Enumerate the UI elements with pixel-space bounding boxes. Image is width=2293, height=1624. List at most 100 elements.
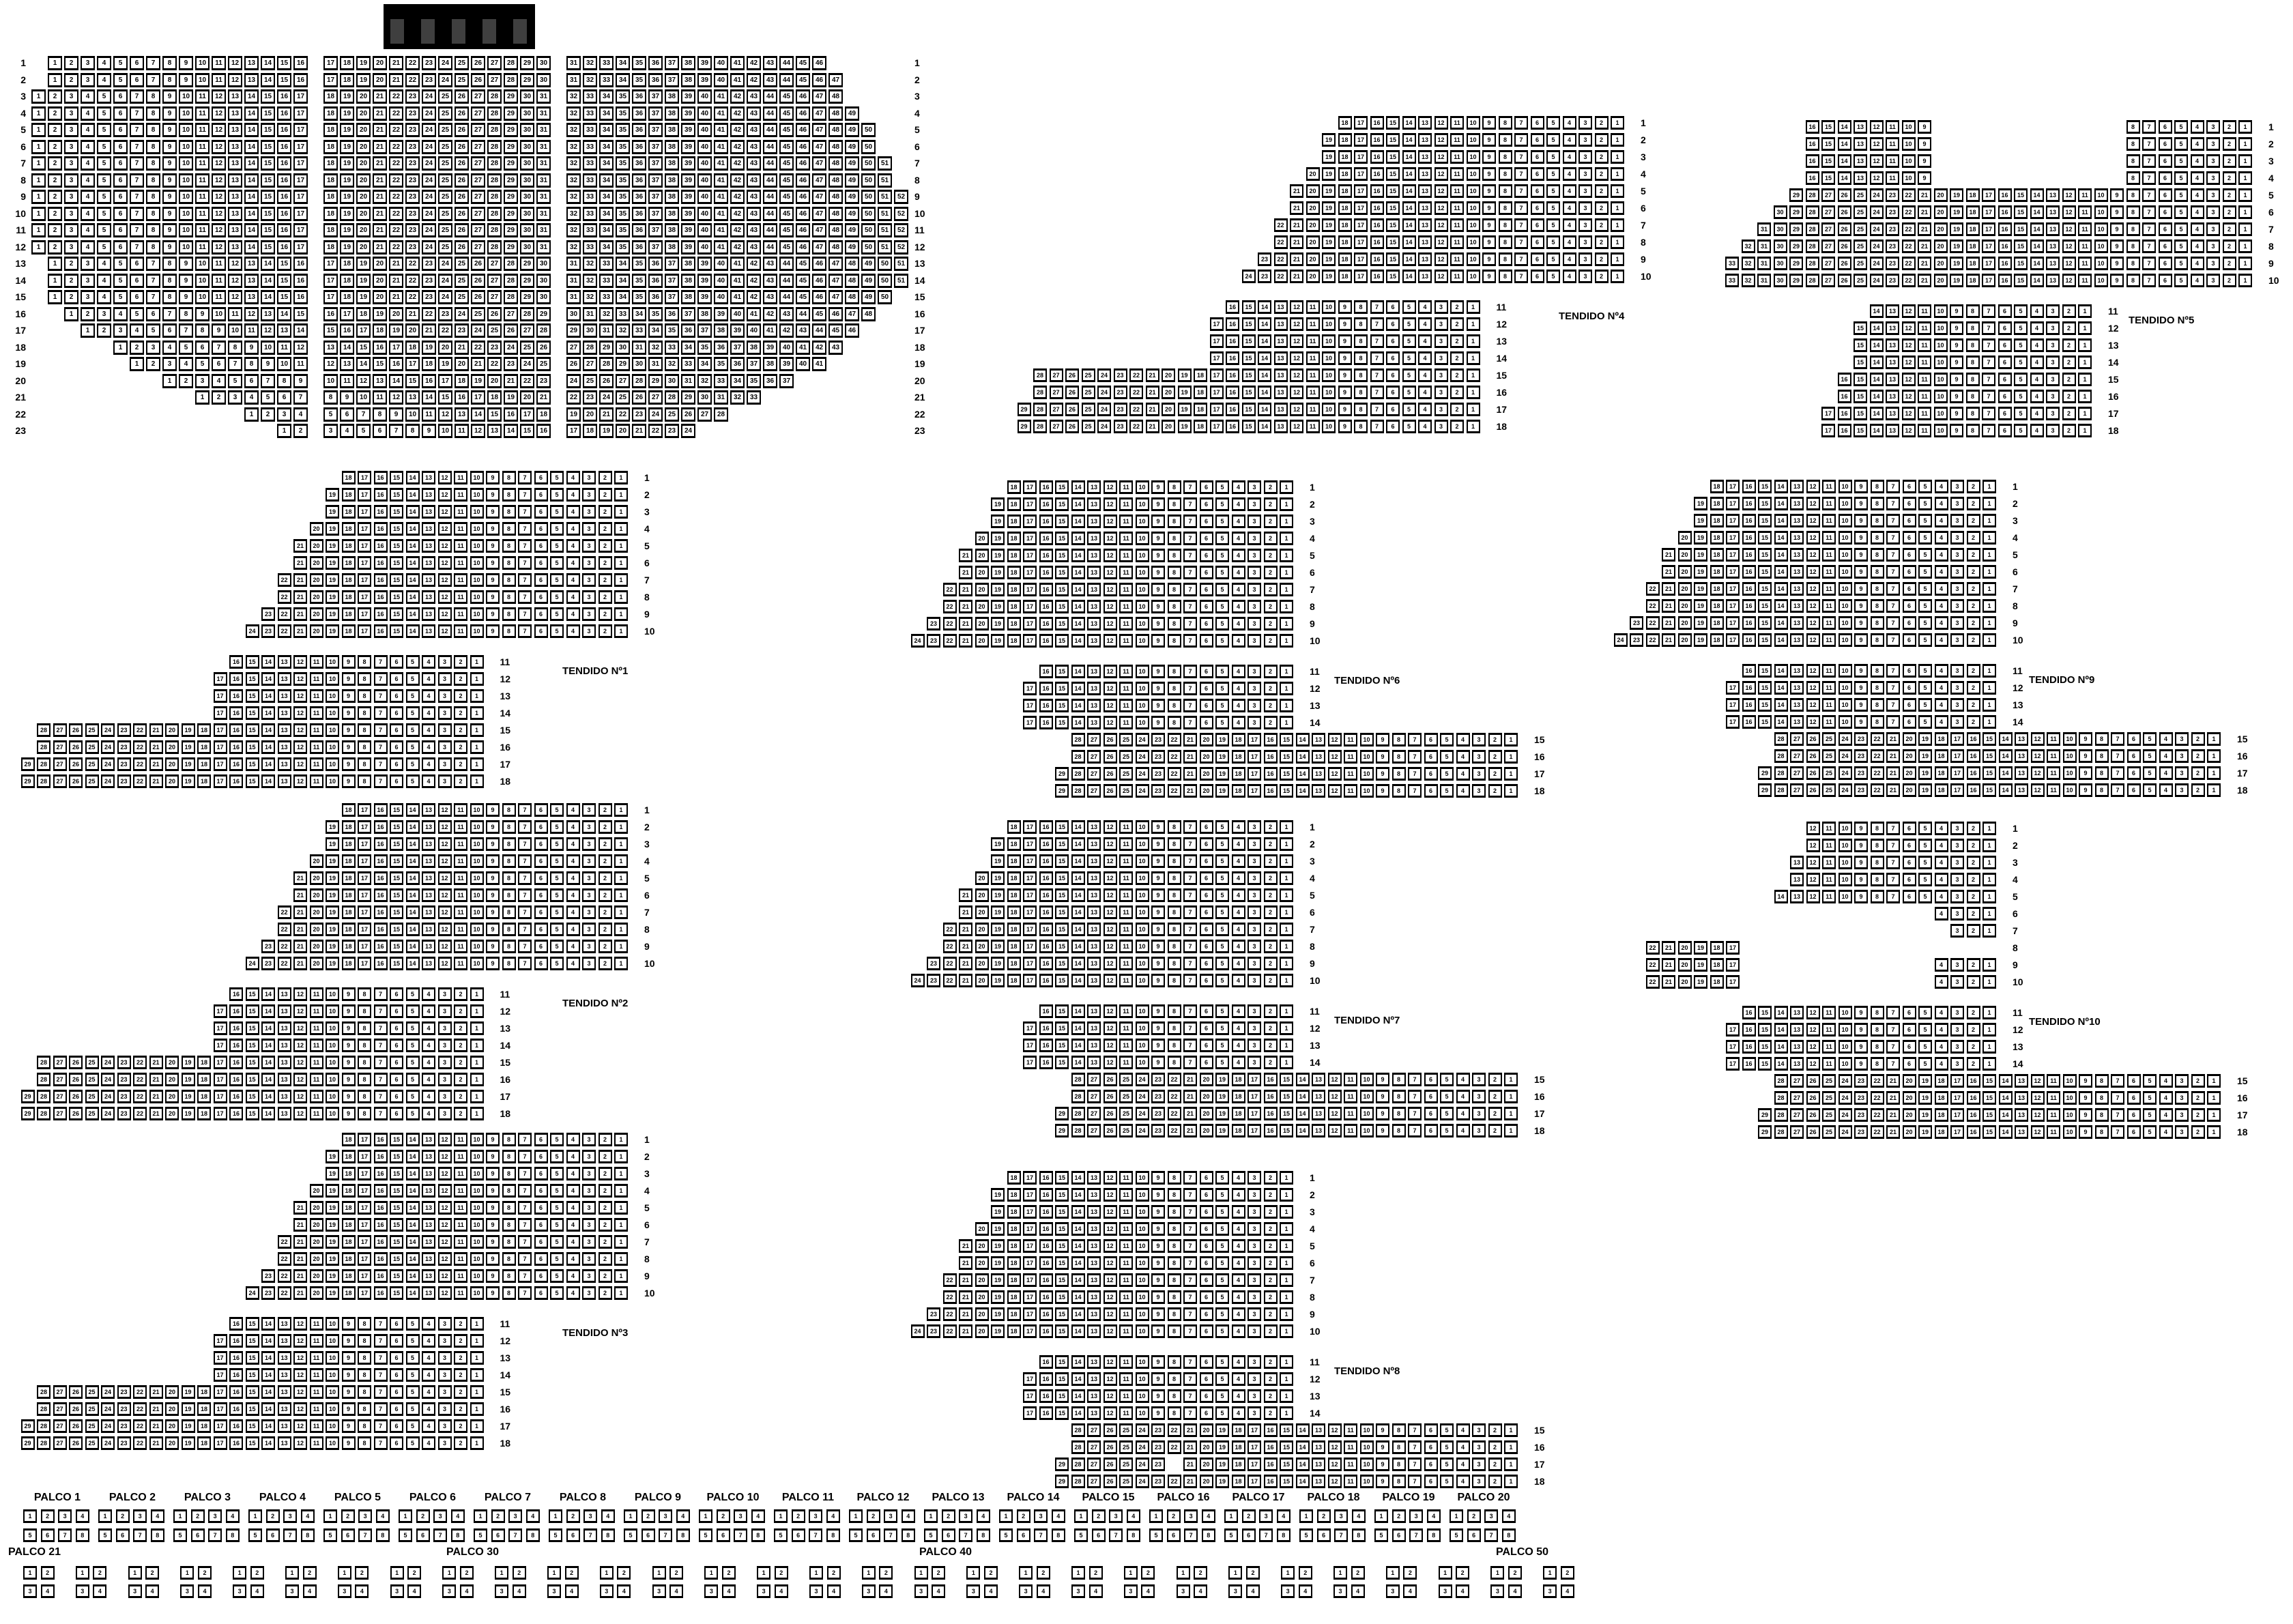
seat[interactable]: 19	[504, 390, 518, 405]
seat[interactable]: 1	[2238, 257, 2252, 270]
seat[interactable]: 28	[1071, 767, 1085, 781]
seat[interactable]: 39	[763, 340, 777, 355]
seat[interactable]: 10	[1933, 338, 1948, 352]
seat[interactable]: 11	[228, 306, 242, 321]
seat[interactable]: 15	[390, 888, 403, 902]
seat[interactable]: 6	[1199, 1188, 1213, 1202]
seat[interactable]: 12	[1103, 1239, 1117, 1253]
seat[interactable]: 17	[213, 1056, 227, 1069]
seat[interactable]: 15	[261, 223, 275, 237]
seat[interactable]: 46	[796, 139, 810, 154]
seat[interactable]: 8	[179, 306, 193, 321]
seat[interactable]: 37	[697, 323, 712, 338]
seat[interactable]: 4	[81, 89, 95, 104]
seat[interactable]: 8	[146, 206, 160, 221]
seat[interactable]: 14	[261, 1317, 275, 1331]
seat[interactable]: 13	[228, 240, 242, 255]
seat[interactable]: 14	[405, 1252, 420, 1266]
seat[interactable]: 17	[358, 1133, 371, 1146]
seat[interactable]: 7	[261, 373, 275, 388]
seat[interactable]: 16	[1998, 222, 2012, 236]
seat[interactable]: 10	[1135, 1056, 1149, 1069]
seat[interactable]: 18	[197, 1090, 211, 1103]
seat[interactable]: 15	[1055, 634, 1069, 648]
seat[interactable]: 2	[1263, 1205, 1278, 1219]
seat[interactable]: 13	[1790, 531, 1804, 545]
seat[interactable]: 19	[991, 1188, 1005, 1202]
seat[interactable]: 18	[341, 854, 356, 868]
seat[interactable]: 22	[942, 1307, 957, 1321]
seat[interactable]: 19	[326, 1218, 339, 1232]
seat[interactable]: 5	[1918, 514, 1932, 527]
seat[interactable]: 13	[1312, 1458, 1325, 1471]
seat[interactable]: 2	[2222, 120, 2236, 134]
seat[interactable]: 13	[2015, 766, 2028, 780]
seat[interactable]: 10	[179, 123, 193, 137]
seat[interactable]: 3	[64, 190, 78, 204]
seat[interactable]: 27	[53, 1385, 67, 1399]
seat[interactable]: 13	[1273, 300, 1288, 314]
seat[interactable]: 13	[277, 1317, 291, 1331]
seat[interactable]: 30	[536, 72, 551, 87]
seat[interactable]: 16	[1263, 733, 1278, 746]
seat[interactable]: 1	[1611, 167, 1624, 181]
seat[interactable]: 10	[1838, 856, 1852, 869]
seat[interactable]: 23	[1854, 732, 1868, 746]
seat[interactable]: 2	[1966, 822, 1980, 835]
seat[interactable]: 21	[293, 957, 307, 970]
seat[interactable]: 20	[1677, 616, 1692, 630]
seat[interactable]: 16	[373, 573, 388, 587]
seat[interactable]: 13	[422, 624, 435, 638]
seat[interactable]: 16	[1370, 184, 1384, 198]
seat[interactable]: 7	[1370, 420, 1384, 433]
seat[interactable]: 9	[1482, 270, 1496, 283]
seat[interactable]: 17	[1023, 566, 1037, 579]
seat[interactable]: 18	[1007, 549, 1021, 562]
seat[interactable]: 2	[64, 273, 78, 288]
seat[interactable]: 25	[1822, 766, 1836, 780]
seat[interactable]: 43	[747, 139, 761, 154]
seat[interactable]: 14	[422, 390, 436, 405]
seat[interactable]: 10	[1135, 1355, 1149, 1369]
seat[interactable]: 5	[1918, 873, 1932, 886]
seat[interactable]: 14	[1071, 566, 1085, 579]
seat[interactable]: 6	[113, 173, 128, 188]
seat[interactable]: 5	[2174, 222, 2188, 236]
seat[interactable]: 22	[1645, 599, 1660, 613]
seat[interactable]: 9	[2110, 222, 2124, 236]
seat[interactable]: 4	[1231, 566, 1245, 579]
seat[interactable]: 10	[1135, 583, 1149, 596]
seat[interactable]: 14	[1998, 749, 2013, 763]
seat[interactable]: 45	[779, 206, 794, 221]
seat[interactable]: 7	[1183, 566, 1197, 579]
seat[interactable]: 19	[356, 273, 371, 288]
seat[interactable]: 12	[293, 1039, 307, 1052]
seat[interactable]: 20	[975, 600, 989, 613]
seat[interactable]: 2	[81, 306, 95, 321]
seat[interactable]: 29	[520, 56, 534, 70]
seat[interactable]: 20	[165, 1056, 179, 1069]
seat[interactable]: 27	[471, 173, 485, 188]
seat[interactable]: 15	[1758, 1057, 1772, 1071]
seat[interactable]: 19	[1322, 150, 1336, 164]
seat[interactable]: 2	[454, 757, 467, 771]
seat[interactable]: 4	[566, 820, 580, 834]
seat[interactable]: 9	[341, 1334, 356, 1348]
seat[interactable]: 16	[1742, 548, 1756, 562]
seat[interactable]: 18	[1007, 1188, 1021, 1202]
seat[interactable]: 20	[309, 522, 323, 536]
seat[interactable]: 12	[228, 257, 242, 271]
seat[interactable]: 14	[405, 1167, 420, 1180]
seat[interactable]: 27	[471, 89, 485, 104]
seat[interactable]: 9	[1151, 617, 1165, 630]
seat[interactable]: 20	[356, 156, 371, 171]
seat[interactable]: 12	[1806, 822, 1820, 835]
seat[interactable]: 5	[405, 987, 420, 1001]
seat[interactable]: 3	[582, 488, 596, 502]
seat[interactable]: 26	[471, 257, 485, 271]
seat[interactable]: 2	[1966, 633, 1980, 647]
seat[interactable]: 20	[616, 424, 630, 438]
seat[interactable]: 15	[1758, 497, 1772, 510]
seat[interactable]: 11	[195, 190, 210, 204]
seat[interactable]: 5	[1215, 974, 1229, 987]
